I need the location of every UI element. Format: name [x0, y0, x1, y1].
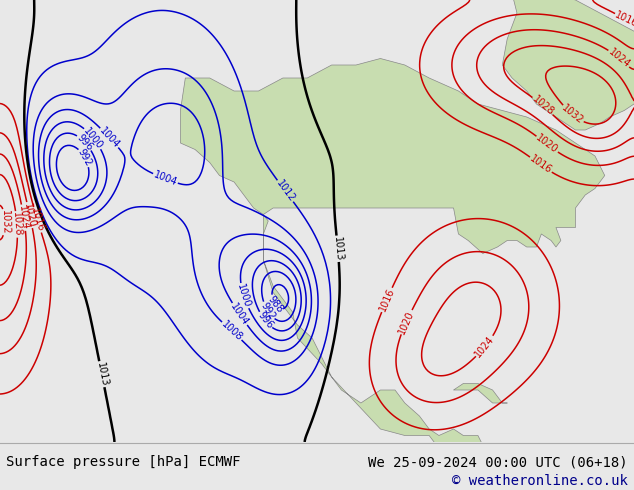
Text: 1008: 1008: [219, 319, 244, 343]
Text: 992: 992: [259, 300, 277, 321]
Text: 1032: 1032: [0, 210, 10, 235]
Text: 1032: 1032: [560, 103, 585, 126]
Text: 1004: 1004: [98, 125, 122, 150]
Text: 1016: 1016: [29, 207, 46, 233]
Text: Surface pressure [hPa] ECMWF: Surface pressure [hPa] ECMWF: [6, 455, 241, 469]
Text: © weatheronline.co.uk: © weatheronline.co.uk: [452, 474, 628, 488]
Text: 1020: 1020: [534, 133, 560, 156]
Text: 1028: 1028: [530, 94, 555, 118]
Text: 1028: 1028: [11, 212, 23, 237]
Text: 1016: 1016: [527, 154, 553, 176]
Text: 1013: 1013: [332, 236, 344, 261]
Text: 1000: 1000: [82, 125, 105, 151]
Text: 996: 996: [75, 132, 94, 152]
Text: 1024: 1024: [17, 205, 30, 231]
Text: 1016: 1016: [377, 287, 396, 313]
Text: 1020: 1020: [397, 309, 416, 335]
Text: 1004: 1004: [152, 170, 179, 188]
Text: 1020: 1020: [22, 202, 37, 228]
Text: 1012: 1012: [274, 178, 297, 204]
Text: 1024: 1024: [607, 47, 632, 70]
Text: 1016: 1016: [614, 10, 634, 30]
Text: We 25-09-2024 00:00 UTC (06+18): We 25-09-2024 00:00 UTC (06+18): [368, 455, 628, 469]
Text: 988: 988: [266, 294, 285, 315]
Text: 1004: 1004: [229, 301, 250, 327]
Text: 1000: 1000: [235, 283, 252, 309]
Text: 996: 996: [256, 310, 275, 331]
Text: 1024: 1024: [473, 334, 496, 359]
Text: 1013: 1013: [94, 361, 109, 387]
Text: 992: 992: [76, 147, 94, 168]
